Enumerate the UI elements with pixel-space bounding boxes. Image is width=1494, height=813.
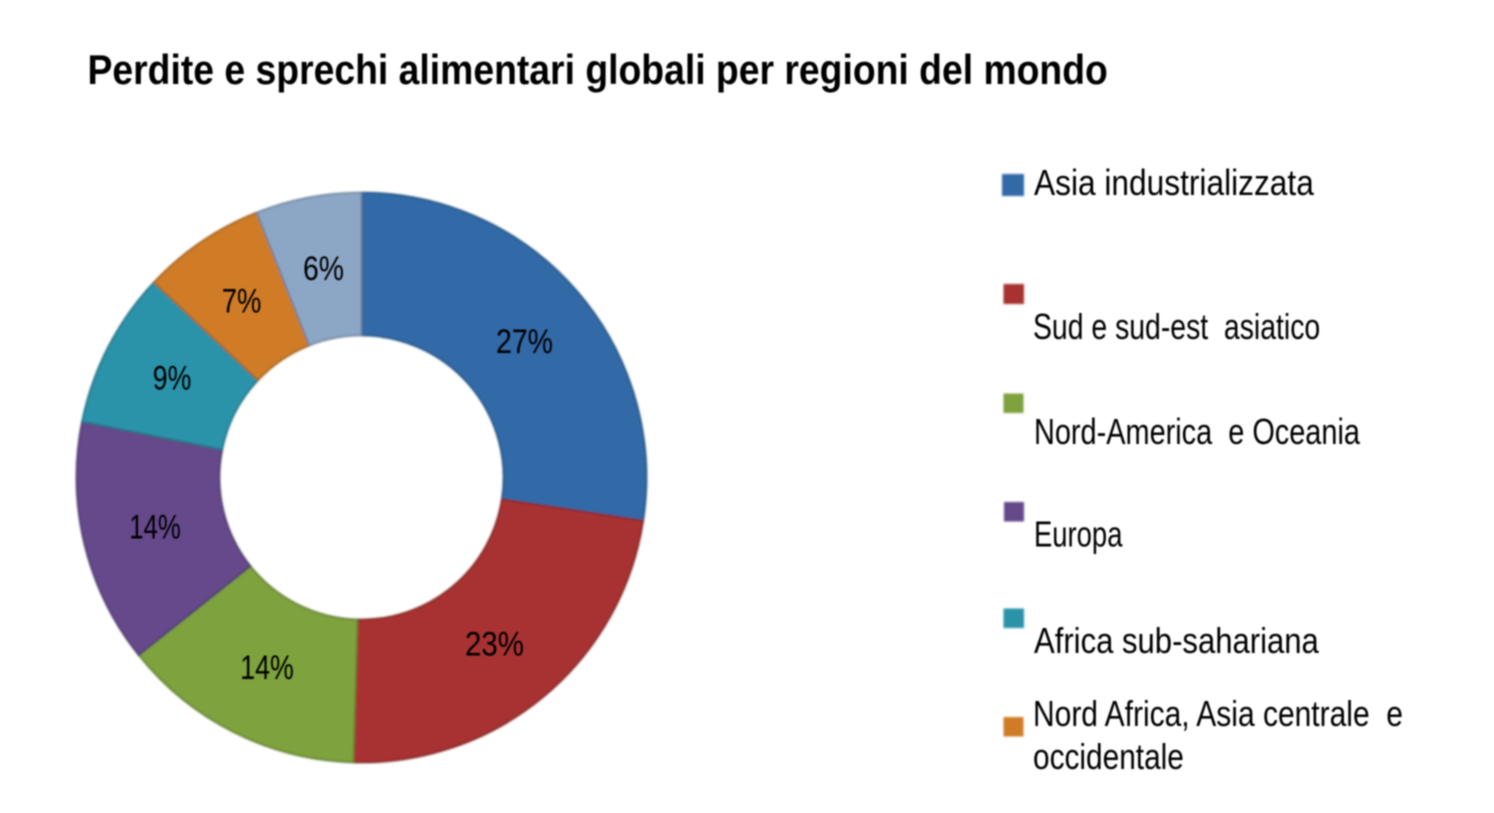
svg-text:9%: 9% <box>153 360 192 398</box>
svg-text:Asia industrializzata: Asia industrializzata <box>1034 163 1314 203</box>
svg-text:Africa sub-sahariana: Africa sub-sahariana <box>1034 622 1319 662</box>
svg-text:14%: 14% <box>240 649 294 687</box>
svg-text:7%: 7% <box>222 282 262 321</box>
svg-text:Europa: Europa <box>1034 514 1123 554</box>
svg-text:6%: 6% <box>303 250 344 288</box>
svg-text:occidentale: occidentale <box>1033 737 1184 777</box>
svg-text:Sud e sud-est asiatico: Sud e sud-est asiatico <box>1033 307 1320 347</box>
svg-text:Nord Africa, Asia centrale e: Nord Africa, Asia centrale e <box>1033 694 1403 734</box>
svg-text:Perdite e sprechi alimentari g: Perdite e sprechi alimentari globali per… <box>88 47 1108 94</box>
svg-text:27%: 27% <box>496 323 553 361</box>
svg-text:14%: 14% <box>129 509 181 546</box>
svg-text:Nord-America e Oceania: Nord-America e Oceania <box>1034 411 1361 452</box>
svg-text:23%: 23% <box>465 624 524 662</box>
